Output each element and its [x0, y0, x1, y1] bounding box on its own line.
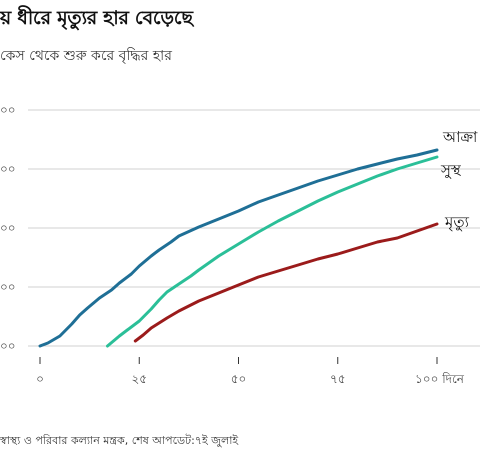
source-note: স্বাস্থ্য ও পরিবার কল্যান মন্ত্রক, শেষ আ…: [0, 434, 239, 447]
chart-subtitle: কেস থেকে শুরু করে বৃদ্ধির হার: [0, 48, 172, 64]
y-tick-label: ০০: [0, 103, 16, 117]
y-tick-label: ০০: [0, 162, 16, 176]
y-tick-label: ০০: [0, 280, 16, 294]
y-tick-label: ০০: [0, 339, 16, 353]
series-layer: [38, 148, 439, 348]
series-line-confirmed: [38, 148, 439, 348]
x-tick-label: ২৫: [131, 372, 147, 386]
x-tick-label: ৭৫: [330, 372, 346, 386]
series-label-recovered: সুস্থ: [440, 161, 462, 179]
x-tick-label: ০: [36, 372, 44, 386]
series-line-deaths: [133, 222, 439, 343]
series-line-recovered: [106, 155, 439, 348]
x-tick-label: ৫০: [231, 372, 247, 386]
chart-title: য় ধীরে মৃত্যুর হার বেড়েছে: [0, 7, 193, 29]
series-label-confirmed: আক্রা: [442, 128, 478, 146]
y-tick-label: ০০: [0, 221, 16, 235]
label-layer: আক্রা সুস্থ মৃত্যু: [440, 128, 478, 232]
series-label-deaths: মৃত্যু: [444, 213, 470, 232]
x-tick-label: ১০০ দিনে: [415, 372, 465, 386]
grid-layer: [28, 109, 480, 347]
